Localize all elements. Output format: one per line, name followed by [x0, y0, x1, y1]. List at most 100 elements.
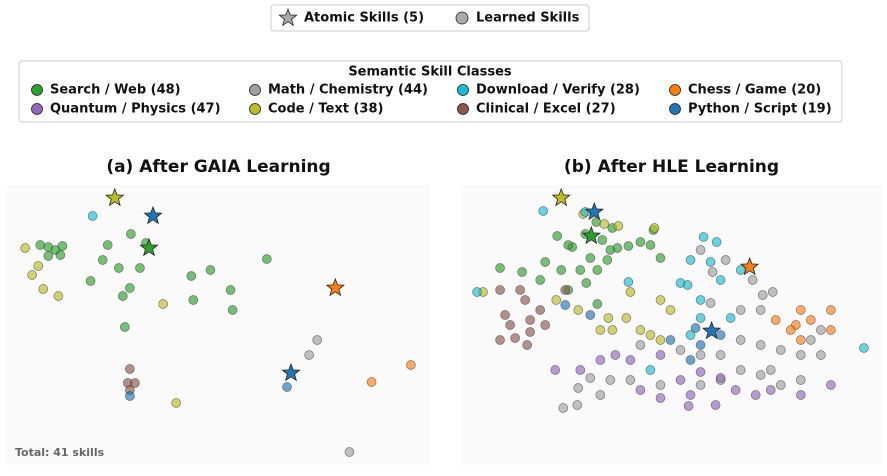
- legend-label: Chess / Game (20): [688, 83, 821, 98]
- skill-point: [690, 323, 701, 333]
- legend-marker: [457, 84, 469, 96]
- skill-point: [816, 325, 826, 335]
- skill-point: [125, 283, 135, 293]
- legend-marker: [31, 84, 43, 96]
- skill-point: [685, 355, 696, 365]
- legend-label: Atomic Skills (5): [304, 11, 424, 26]
- skill-point: [261, 254, 272, 264]
- skill-point: [715, 373, 726, 383]
- skill-point: [595, 390, 606, 400]
- skill-point: [685, 255, 696, 265]
- skill-point: [805, 335, 816, 345]
- skill-point: [575, 265, 586, 275]
- skill-point: [573, 305, 584, 315]
- skill-point: [735, 335, 746, 345]
- skill-point: [695, 245, 706, 255]
- skill-point: [623, 277, 634, 287]
- skill-point: [55, 250, 66, 260]
- skill-point: [85, 276, 96, 286]
- skill-point: [113, 263, 124, 273]
- skill-point: [57, 241, 68, 251]
- skill-point: [675, 278, 686, 288]
- skill-point: [795, 375, 806, 385]
- skill-point: [558, 403, 569, 413]
- skill-point: [675, 375, 686, 385]
- skill-point: [715, 350, 726, 360]
- skill-point: [730, 385, 741, 395]
- skill-point: [117, 291, 128, 301]
- skill-point: [613, 221, 624, 231]
- skill-point: [517, 267, 527, 277]
- skill-point: [710, 400, 721, 410]
- skill-point: [535, 305, 546, 315]
- skill-point: [603, 313, 614, 323]
- skill-point: [635, 237, 646, 247]
- skill-point: [625, 355, 636, 365]
- skill-point: [227, 305, 238, 315]
- skill-point: [655, 393, 666, 403]
- skill-point: [859, 343, 869, 353]
- skill-point: [720, 255, 731, 265]
- skill-point: [304, 350, 314, 360]
- skill-point: [770, 315, 781, 325]
- skill-point: [695, 313, 706, 323]
- skill-point: [592, 299, 603, 309]
- skill-point: [767, 287, 778, 297]
- skill-point: [125, 391, 135, 401]
- skill-point: [535, 275, 546, 285]
- skill-point: [625, 375, 636, 385]
- skill-point: [540, 320, 551, 330]
- atomic-skill-star: [701, 320, 722, 340]
- legend-label: Math / Chemistry (44): [268, 83, 428, 98]
- atomic-skill-star: [551, 187, 571, 207]
- skill-point: [655, 335, 666, 345]
- skill-point: [597, 235, 608, 245]
- skill-point: [795, 335, 806, 345]
- skill-point: [344, 447, 355, 457]
- skill-point: [282, 382, 292, 392]
- legend-star: [278, 7, 298, 27]
- skill-point: [171, 398, 182, 408]
- skill-point: [585, 310, 596, 320]
- skill-point: [366, 377, 377, 387]
- skill-point: [655, 350, 666, 360]
- atomic-skill-star: [143, 205, 163, 225]
- skill-point: [550, 365, 561, 375]
- atomic-skill-star: [740, 256, 760, 276]
- panel-title: (a) After GAIA Learning: [106, 157, 330, 177]
- skill-point: [695, 350, 706, 360]
- plot-area: [461, 185, 882, 465]
- skill-point: [621, 313, 632, 323]
- skill-point: [525, 327, 536, 337]
- skill-point: [665, 335, 676, 345]
- skill-point: [102, 240, 113, 250]
- skill-point: [538, 206, 549, 216]
- skill-point: [735, 265, 746, 275]
- skill-point: [775, 345, 786, 355]
- skill-point: [711, 237, 722, 247]
- skill-point: [607, 325, 618, 335]
- skill-point: [495, 285, 505, 295]
- skill-point: [698, 232, 709, 242]
- skill-point: [705, 257, 716, 267]
- skill-point: [755, 305, 766, 315]
- skill-point: [795, 305, 806, 315]
- skill-point: [655, 380, 666, 390]
- skill-point: [715, 330, 726, 340]
- skill-point: [735, 305, 746, 315]
- skill-point: [645, 240, 656, 250]
- footnote: Total: 41 skills: [15, 446, 105, 459]
- skill-point: [645, 365, 656, 375]
- skill-point: [35, 240, 46, 250]
- panel-title: (b) After HLE Learning: [564, 157, 779, 177]
- skill-point: [540, 257, 551, 267]
- skill-point: [520, 295, 531, 305]
- skill-point: [707, 267, 718, 277]
- skill-point: [158, 299, 168, 309]
- skill-point: [635, 340, 646, 350]
- skill-point: [20, 243, 30, 253]
- atomic-skill-star: [139, 237, 159, 257]
- skill-point: [581, 278, 592, 288]
- skill-point: [97, 255, 108, 265]
